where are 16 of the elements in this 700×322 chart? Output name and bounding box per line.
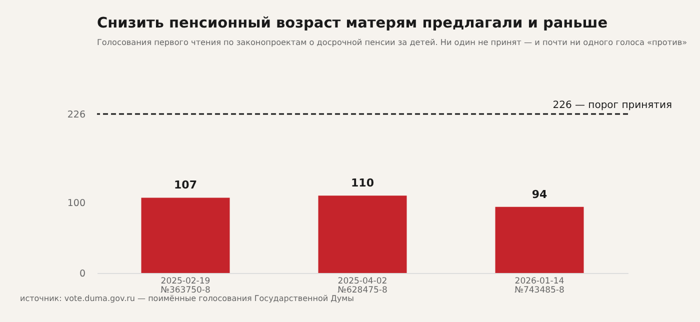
bar: [318, 196, 407, 273]
x-tick-label: 2025-02-19 №363750-8: [160, 276, 210, 296]
bar: [495, 206, 584, 273]
data-label: 110: [351, 176, 374, 190]
ref-line-label: 226 — порог принятия: [552, 100, 672, 111]
text: источник: vote.duma.gov.ru — поимённые голосования Государственной Думы: [20, 294, 354, 303]
data-label: 107: [174, 178, 197, 192]
y-tick-label: 226: [67, 110, 86, 120]
data-label: 94: [532, 188, 548, 201]
bar: [141, 198, 230, 273]
y-tick-label: 0: [79, 268, 86, 280]
x-tick-label: 2025-04-02 №628475-8: [338, 276, 388, 296]
x-tick-label: 2026-01-14 №743485-8: [514, 276, 564, 296]
y-tick-label: 100: [67, 198, 86, 210]
chart-title: Снизить пенсионный возраст матерям предлагали и раньше: [97, 15, 608, 32]
chart-subtitle: Голосования первого чтения по законопроектам о досрочной пенсии за детей. Ни один не принят — и почти ни одного голоса «против»: [97, 36, 688, 47]
